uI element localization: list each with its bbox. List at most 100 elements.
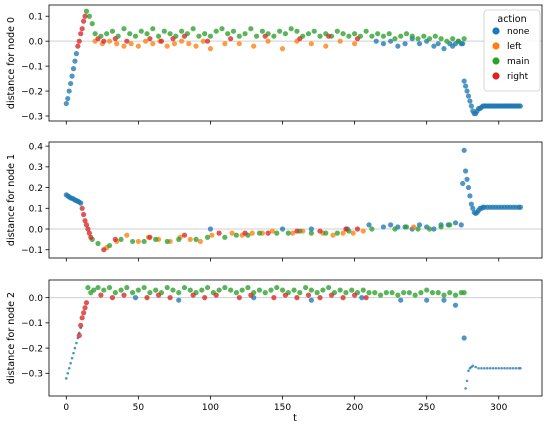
point-main xyxy=(135,287,141,293)
y-tick-label: −0.2 xyxy=(21,87,43,97)
point-main xyxy=(372,290,378,296)
point-main xyxy=(95,240,101,247)
point-left xyxy=(164,43,170,49)
point-main xyxy=(398,33,404,39)
point-left xyxy=(269,228,276,234)
point-right xyxy=(248,292,254,298)
point-none xyxy=(78,200,84,206)
point-main xyxy=(302,284,309,291)
point-main xyxy=(118,236,124,242)
point-main xyxy=(193,236,199,242)
point-right xyxy=(282,292,289,298)
point-left xyxy=(360,228,366,234)
point-main xyxy=(383,290,389,296)
point-none xyxy=(464,88,470,94)
panel-node-0: 0.1 0.0 −0.1 −0.2 −0.3 distance for node 0 xyxy=(6,4,543,125)
point-main xyxy=(91,287,97,293)
legend-marker-none xyxy=(492,27,500,35)
point-none xyxy=(75,341,78,345)
point-main xyxy=(89,21,95,27)
point-main xyxy=(438,36,444,42)
point-main xyxy=(418,290,424,296)
point-left xyxy=(200,38,206,44)
point-right xyxy=(181,33,188,39)
point-none xyxy=(69,73,75,79)
point-left xyxy=(411,224,417,230)
point-right xyxy=(155,292,162,298)
point-main xyxy=(147,290,153,296)
x-tick-label: 200 xyxy=(346,403,363,413)
point-main xyxy=(150,26,156,32)
point-main xyxy=(141,238,147,245)
point-none xyxy=(380,41,387,47)
point-main xyxy=(121,26,127,32)
legend-label-right: right xyxy=(507,72,529,82)
point-none xyxy=(67,366,71,370)
point-main xyxy=(242,31,248,37)
point-main xyxy=(213,28,219,34)
point-main xyxy=(202,31,208,37)
point-main xyxy=(225,31,231,37)
point-main xyxy=(187,287,193,293)
axes-frame xyxy=(48,279,543,397)
point-none xyxy=(366,222,372,228)
y-tick-label: 0.2 xyxy=(29,184,43,194)
point-none xyxy=(452,220,459,226)
point-main xyxy=(144,31,150,37)
point-main xyxy=(106,284,113,291)
point-none xyxy=(467,369,470,373)
point-right xyxy=(82,218,88,224)
point-main xyxy=(216,287,222,293)
point-main xyxy=(222,284,228,291)
point-none xyxy=(517,103,523,109)
point-main xyxy=(447,222,453,228)
point-main xyxy=(132,33,139,39)
point-main xyxy=(406,290,412,296)
point-right xyxy=(79,26,85,32)
point-left xyxy=(135,43,141,49)
point-main xyxy=(369,33,375,39)
point-main xyxy=(415,36,421,42)
y-tick-label: 0.0 xyxy=(29,225,44,235)
point-main xyxy=(207,33,214,39)
point-left xyxy=(265,38,271,44)
point-main xyxy=(435,290,441,296)
point-right xyxy=(121,292,127,298)
point-none xyxy=(467,98,473,104)
x-tick-label: 150 xyxy=(274,403,291,413)
point-none xyxy=(132,295,139,301)
point-right xyxy=(81,18,87,24)
point-none xyxy=(279,226,286,232)
point-left xyxy=(279,46,286,52)
point-none xyxy=(70,356,74,360)
point-left xyxy=(187,236,193,242)
point-main xyxy=(429,290,436,296)
point-right xyxy=(158,38,165,44)
point-main xyxy=(409,33,415,39)
point-main xyxy=(86,13,92,19)
point-main xyxy=(366,290,372,296)
point-main xyxy=(346,33,352,39)
point-main xyxy=(248,26,254,32)
point-main xyxy=(124,284,130,291)
y-tick-label: 0.0 xyxy=(29,294,44,304)
point-none xyxy=(477,366,480,370)
point-left xyxy=(352,41,358,47)
point-main xyxy=(326,284,332,291)
point-right xyxy=(294,295,300,301)
point-left xyxy=(186,41,192,47)
point-left xyxy=(209,232,215,238)
point-main xyxy=(245,284,251,291)
point-none xyxy=(506,366,509,370)
point-none xyxy=(460,41,466,47)
point-main xyxy=(130,290,136,296)
point-main xyxy=(130,238,136,245)
point-right xyxy=(86,230,92,236)
point-main xyxy=(127,31,133,37)
point-right xyxy=(88,234,94,240)
legend-marker-left xyxy=(492,42,500,50)
point-left xyxy=(124,232,130,238)
point-main xyxy=(444,38,450,44)
point-none xyxy=(461,335,467,341)
point-none xyxy=(463,168,469,174)
